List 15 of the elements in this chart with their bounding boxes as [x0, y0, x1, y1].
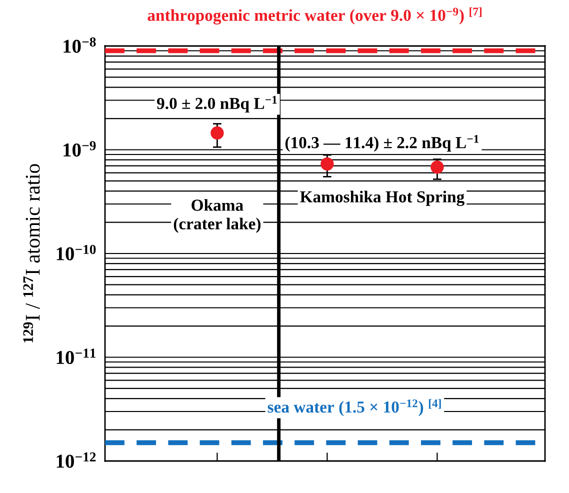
y-tick-label: 10$^{−10}$: [56, 244, 96, 260]
ref-line-label: sea water (1.5 × 10$^{−12}$) $^{[4]}$: [268, 399, 441, 416]
y-tick-label: 10$^{−11}$: [56, 348, 96, 364]
annotation: (10.3 — 11.4) ± 2.2 nBq L$^{−1}$: [285, 135, 479, 152]
annotation: Kamoshika Hot Spring: [300, 190, 464, 206]
y-tick-label: 10$^{−12}$: [56, 452, 96, 468]
y-tick-label: 10$^{−8}$: [64, 37, 96, 53]
point: [320, 157, 334, 171]
point: [210, 126, 224, 140]
ref-line-label: anthropogenic metric water (over 9.0 × 10$^{−9}$) $^{[7]}$: [148, 7, 482, 24]
annotation: Okama (crater lake): [174, 199, 261, 233]
y-tick-label: 10$^{−9}$: [64, 141, 96, 157]
y-axis-title: $^{129}$I / $^{127}$I atomic ratio: [23, 164, 40, 342]
annotation: 9.0 ± 2.0 nBq L$^{−1}$: [156, 96, 277, 112]
point: [430, 160, 444, 174]
